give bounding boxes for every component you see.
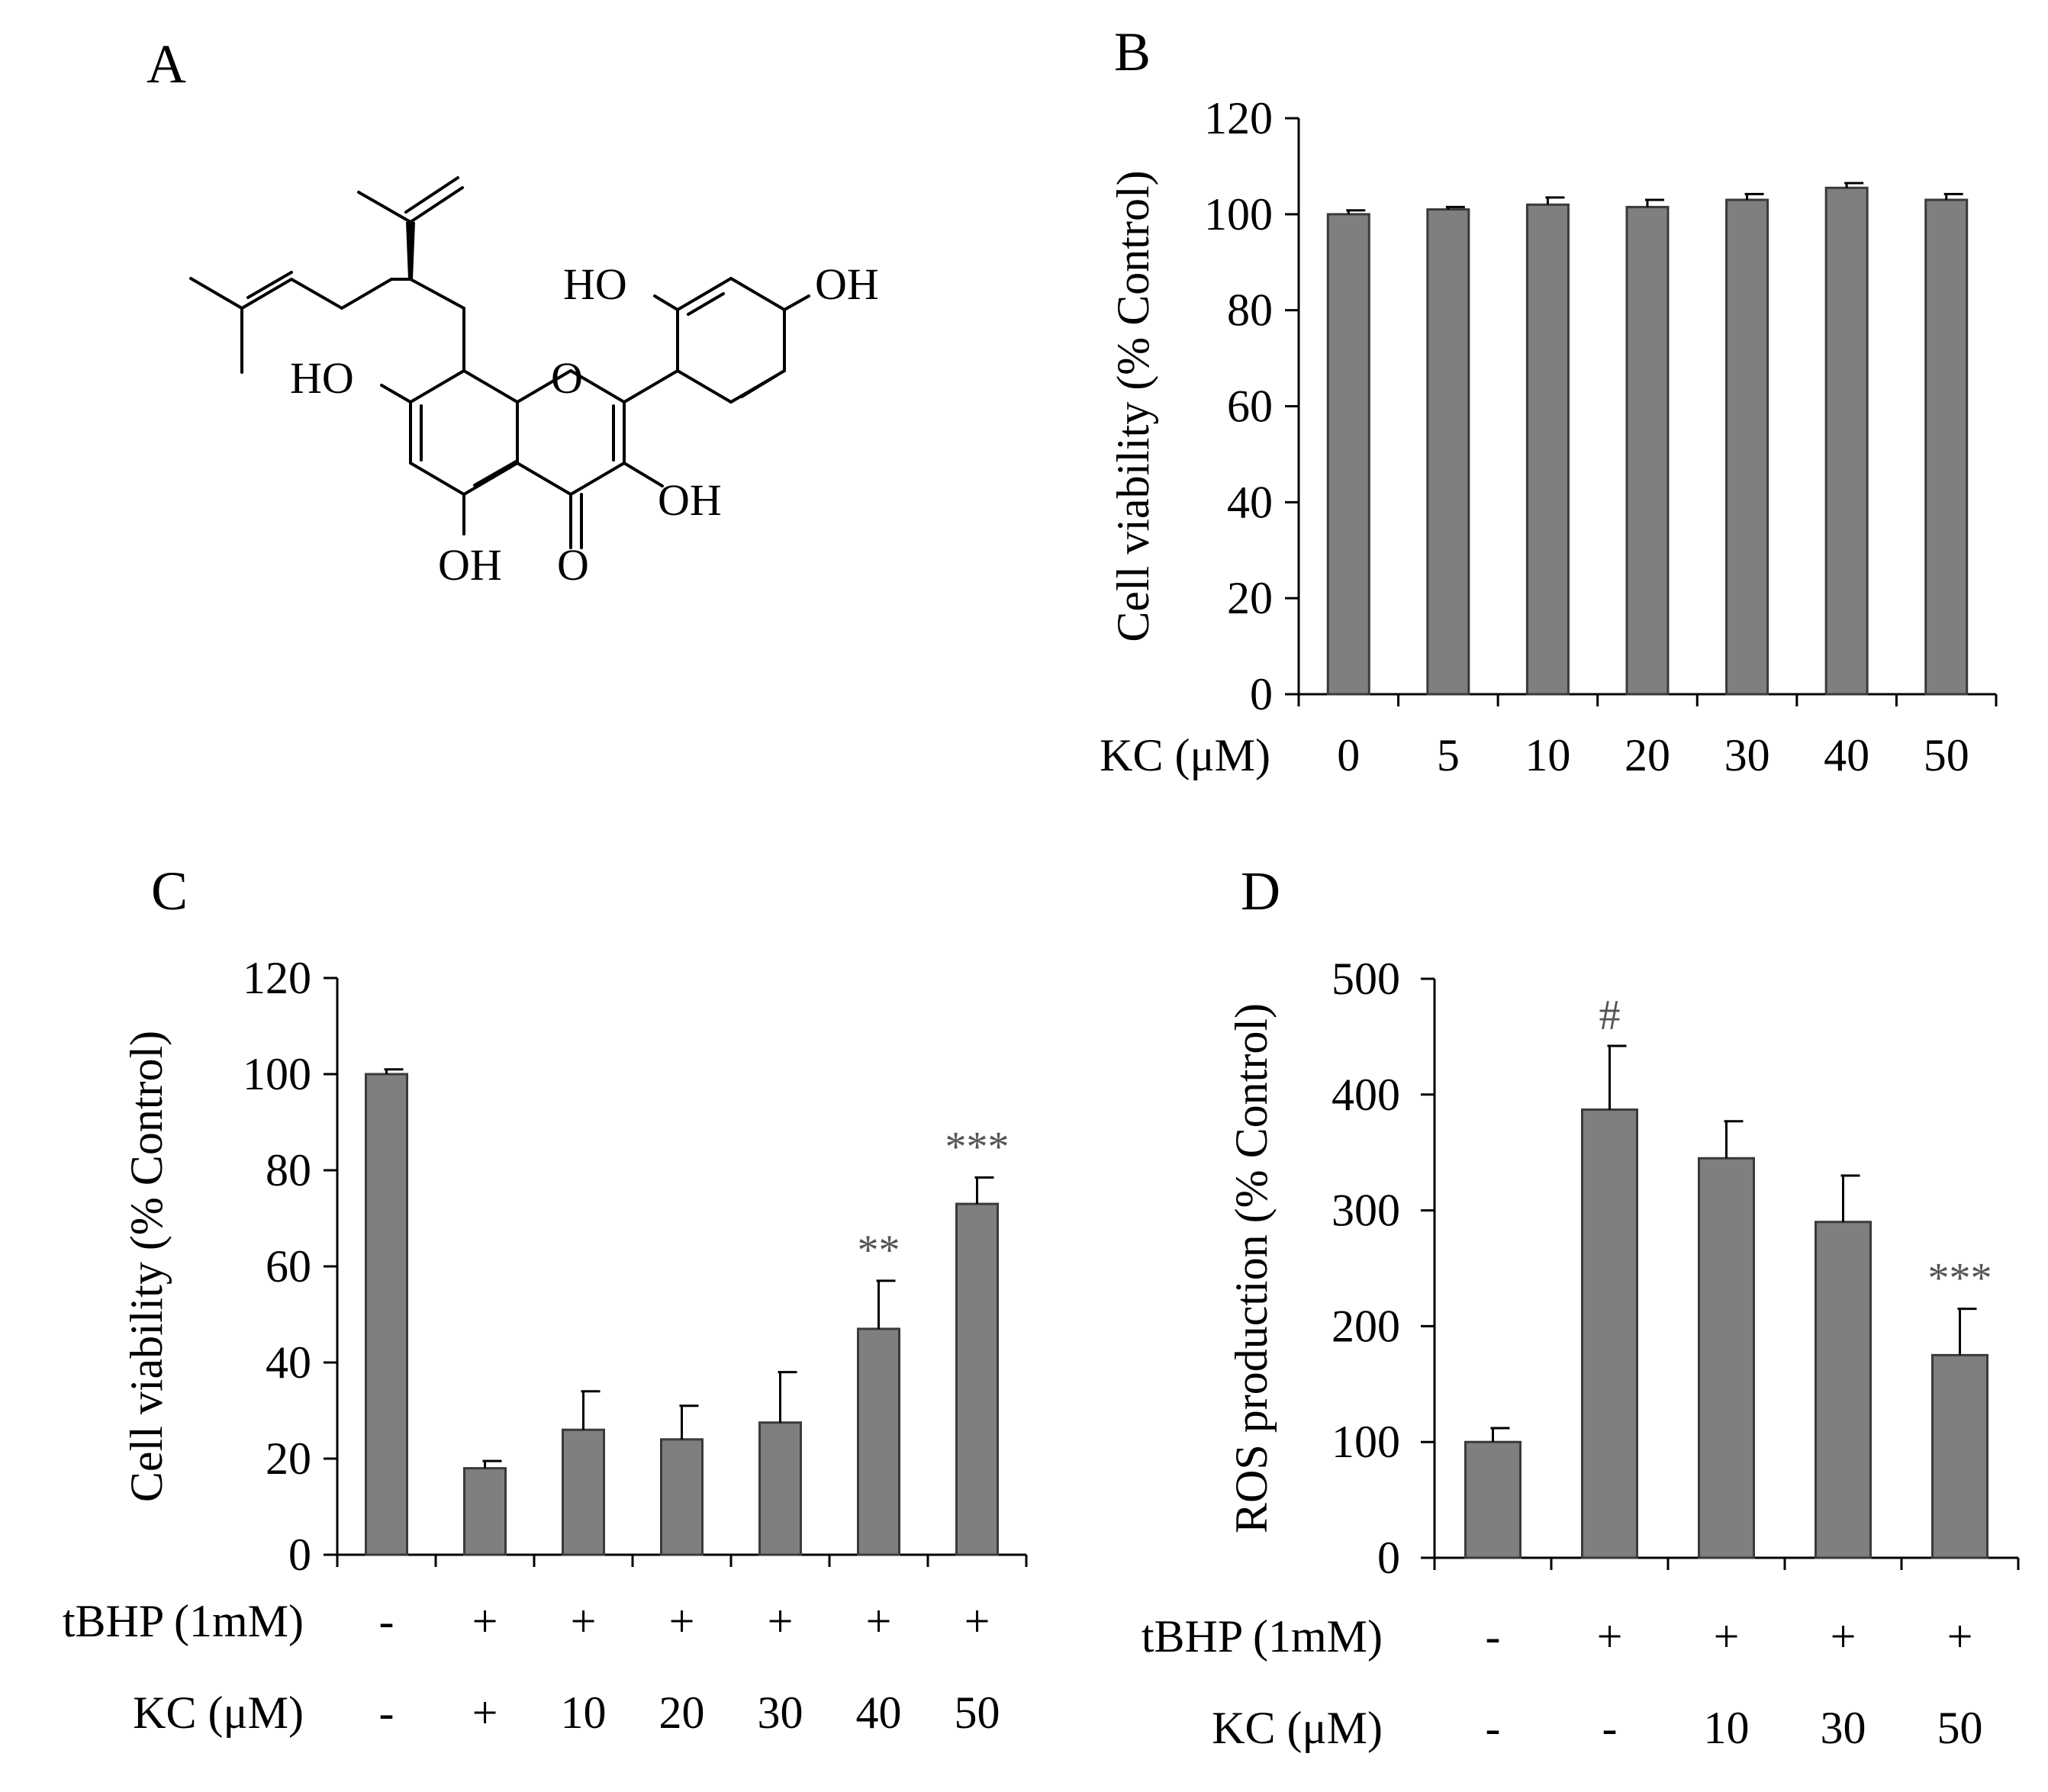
condition-value: 50 (1924, 730, 1969, 780)
y-tick-label: 40 (266, 1337, 311, 1388)
bar (660, 1438, 704, 1556)
condition-value: + (1947, 1611, 1973, 1662)
y-tick-label: 400 (1332, 1070, 1400, 1120)
structure-label-ho-top: HO (563, 259, 627, 309)
condition-value: 10 (1525, 730, 1570, 780)
y-tick-label: 40 (1227, 477, 1273, 527)
y-tick-label: 60 (266, 1241, 311, 1292)
bar (1725, 198, 1769, 696)
y-tick-label: 20 (266, 1433, 311, 1484)
structure-label-carbonyl-oxygen: O (557, 540, 589, 590)
condition-value: 50 (1937, 1703, 1983, 1753)
condition-value: + (964, 1596, 990, 1646)
y-axis-title: ROS production (% Control) (1226, 1003, 1277, 1533)
bar (758, 1421, 802, 1556)
bar (562, 1428, 605, 1556)
bar (1924, 198, 1969, 696)
bar (955, 1202, 999, 1556)
y-tick-label: 100 (243, 1049, 311, 1099)
bar (1815, 1221, 1872, 1559)
condition-value: + (768, 1596, 794, 1646)
condition-value: - (1486, 1611, 1501, 1662)
condition-row-label: tBHP (1mM) (1142, 1611, 1383, 1662)
condition-value: 30 (1724, 730, 1770, 780)
panel-letter-d: D (1241, 861, 1280, 922)
panel-letter-c: C (151, 861, 188, 922)
condition-value: - (379, 1687, 394, 1738)
condition-value: + (669, 1596, 695, 1646)
bar (1525, 203, 1570, 696)
condition-value: 30 (1821, 1703, 1866, 1753)
y-tick-label: 0 (1377, 1533, 1400, 1583)
condition-row-label: KC (μM) (1212, 1703, 1383, 1753)
condition-row-label: KC (μM) (1100, 730, 1270, 780)
y-tick-label: 120 (243, 953, 311, 1003)
condition-value: - (379, 1596, 394, 1646)
significance-marker: *** (1928, 1255, 1992, 1302)
panel-a-structure: A (147, 34, 879, 590)
y-tick-label: 0 (288, 1530, 311, 1580)
bar (1698, 1157, 1755, 1559)
condition-value: + (1597, 1611, 1623, 1662)
bar (1426, 208, 1470, 696)
condition-value: + (472, 1596, 498, 1646)
bar (1326, 213, 1370, 696)
y-tick-label: 80 (266, 1145, 311, 1195)
y-tick-label: 0 (1250, 669, 1273, 719)
y-tick-label: 100 (1204, 189, 1273, 240)
structure-label-ho-left: HO (290, 353, 354, 403)
y-tick-label: 300 (1332, 1186, 1400, 1236)
condition-row-label: tBHP (1mM) (63, 1596, 304, 1646)
condition-value: + (866, 1596, 892, 1646)
y-tick-label: 80 (1227, 285, 1273, 336)
significance-marker: *** (945, 1123, 1010, 1170)
significance-marker: ** (858, 1227, 900, 1274)
bar (1931, 1353, 1988, 1559)
y-tick-label: 120 (1204, 93, 1273, 143)
significance-marker: # (1599, 992, 1621, 1039)
condition-value: 30 (758, 1687, 803, 1738)
condition-value: 20 (659, 1687, 705, 1738)
structure-label-oh-right: OH (815, 259, 879, 309)
condition-row-label: KC (μM) (133, 1687, 304, 1738)
condition-value: 20 (1625, 730, 1670, 780)
structure-label-oh-c5: OH (438, 540, 502, 590)
panel-letter-b: B (1114, 21, 1151, 82)
y-axis-title: Cell viability (% Control) (1108, 170, 1158, 642)
condition-value: + (571, 1596, 597, 1646)
condition-value: + (1714, 1611, 1740, 1662)
bar (463, 1467, 507, 1556)
bar (857, 1327, 900, 1556)
condition-value: + (472, 1687, 498, 1738)
y-axis-title: Cell viability (% Control) (121, 1031, 172, 1502)
condition-value: 10 (561, 1687, 607, 1738)
bar (1581, 1108, 1638, 1559)
y-tick-label: 200 (1332, 1301, 1400, 1351)
molecule-structure-image (189, 176, 810, 549)
condition-value: 40 (1824, 730, 1869, 780)
condition-value: 50 (955, 1687, 1000, 1738)
bar (1824, 186, 1869, 696)
condition-value: 40 (856, 1687, 902, 1738)
structure-label-oh-c3: OH (658, 475, 722, 525)
condition-value: - (1602, 1703, 1618, 1753)
y-tick-label: 100 (1332, 1417, 1400, 1467)
structure-label-ring-oxygen: O (551, 353, 583, 403)
condition-value: 0 (1337, 730, 1360, 780)
y-tick-label: 20 (1227, 573, 1273, 623)
bar (1625, 205, 1670, 696)
y-tick-label: 60 (1227, 381, 1273, 432)
condition-value: + (1831, 1611, 1856, 1662)
bar (1464, 1440, 1522, 1559)
condition-value: 5 (1437, 730, 1460, 780)
bar (365, 1073, 408, 1556)
chart-panel-d: 0 100 200 300 400 500 # *** ROS production (% Co… (1142, 954, 2020, 1753)
panel-letter-a: A (147, 34, 186, 95)
condition-value: 10 (1704, 1703, 1750, 1753)
y-tick-label: 500 (1332, 954, 1400, 1004)
condition-value: - (1486, 1703, 1501, 1753)
